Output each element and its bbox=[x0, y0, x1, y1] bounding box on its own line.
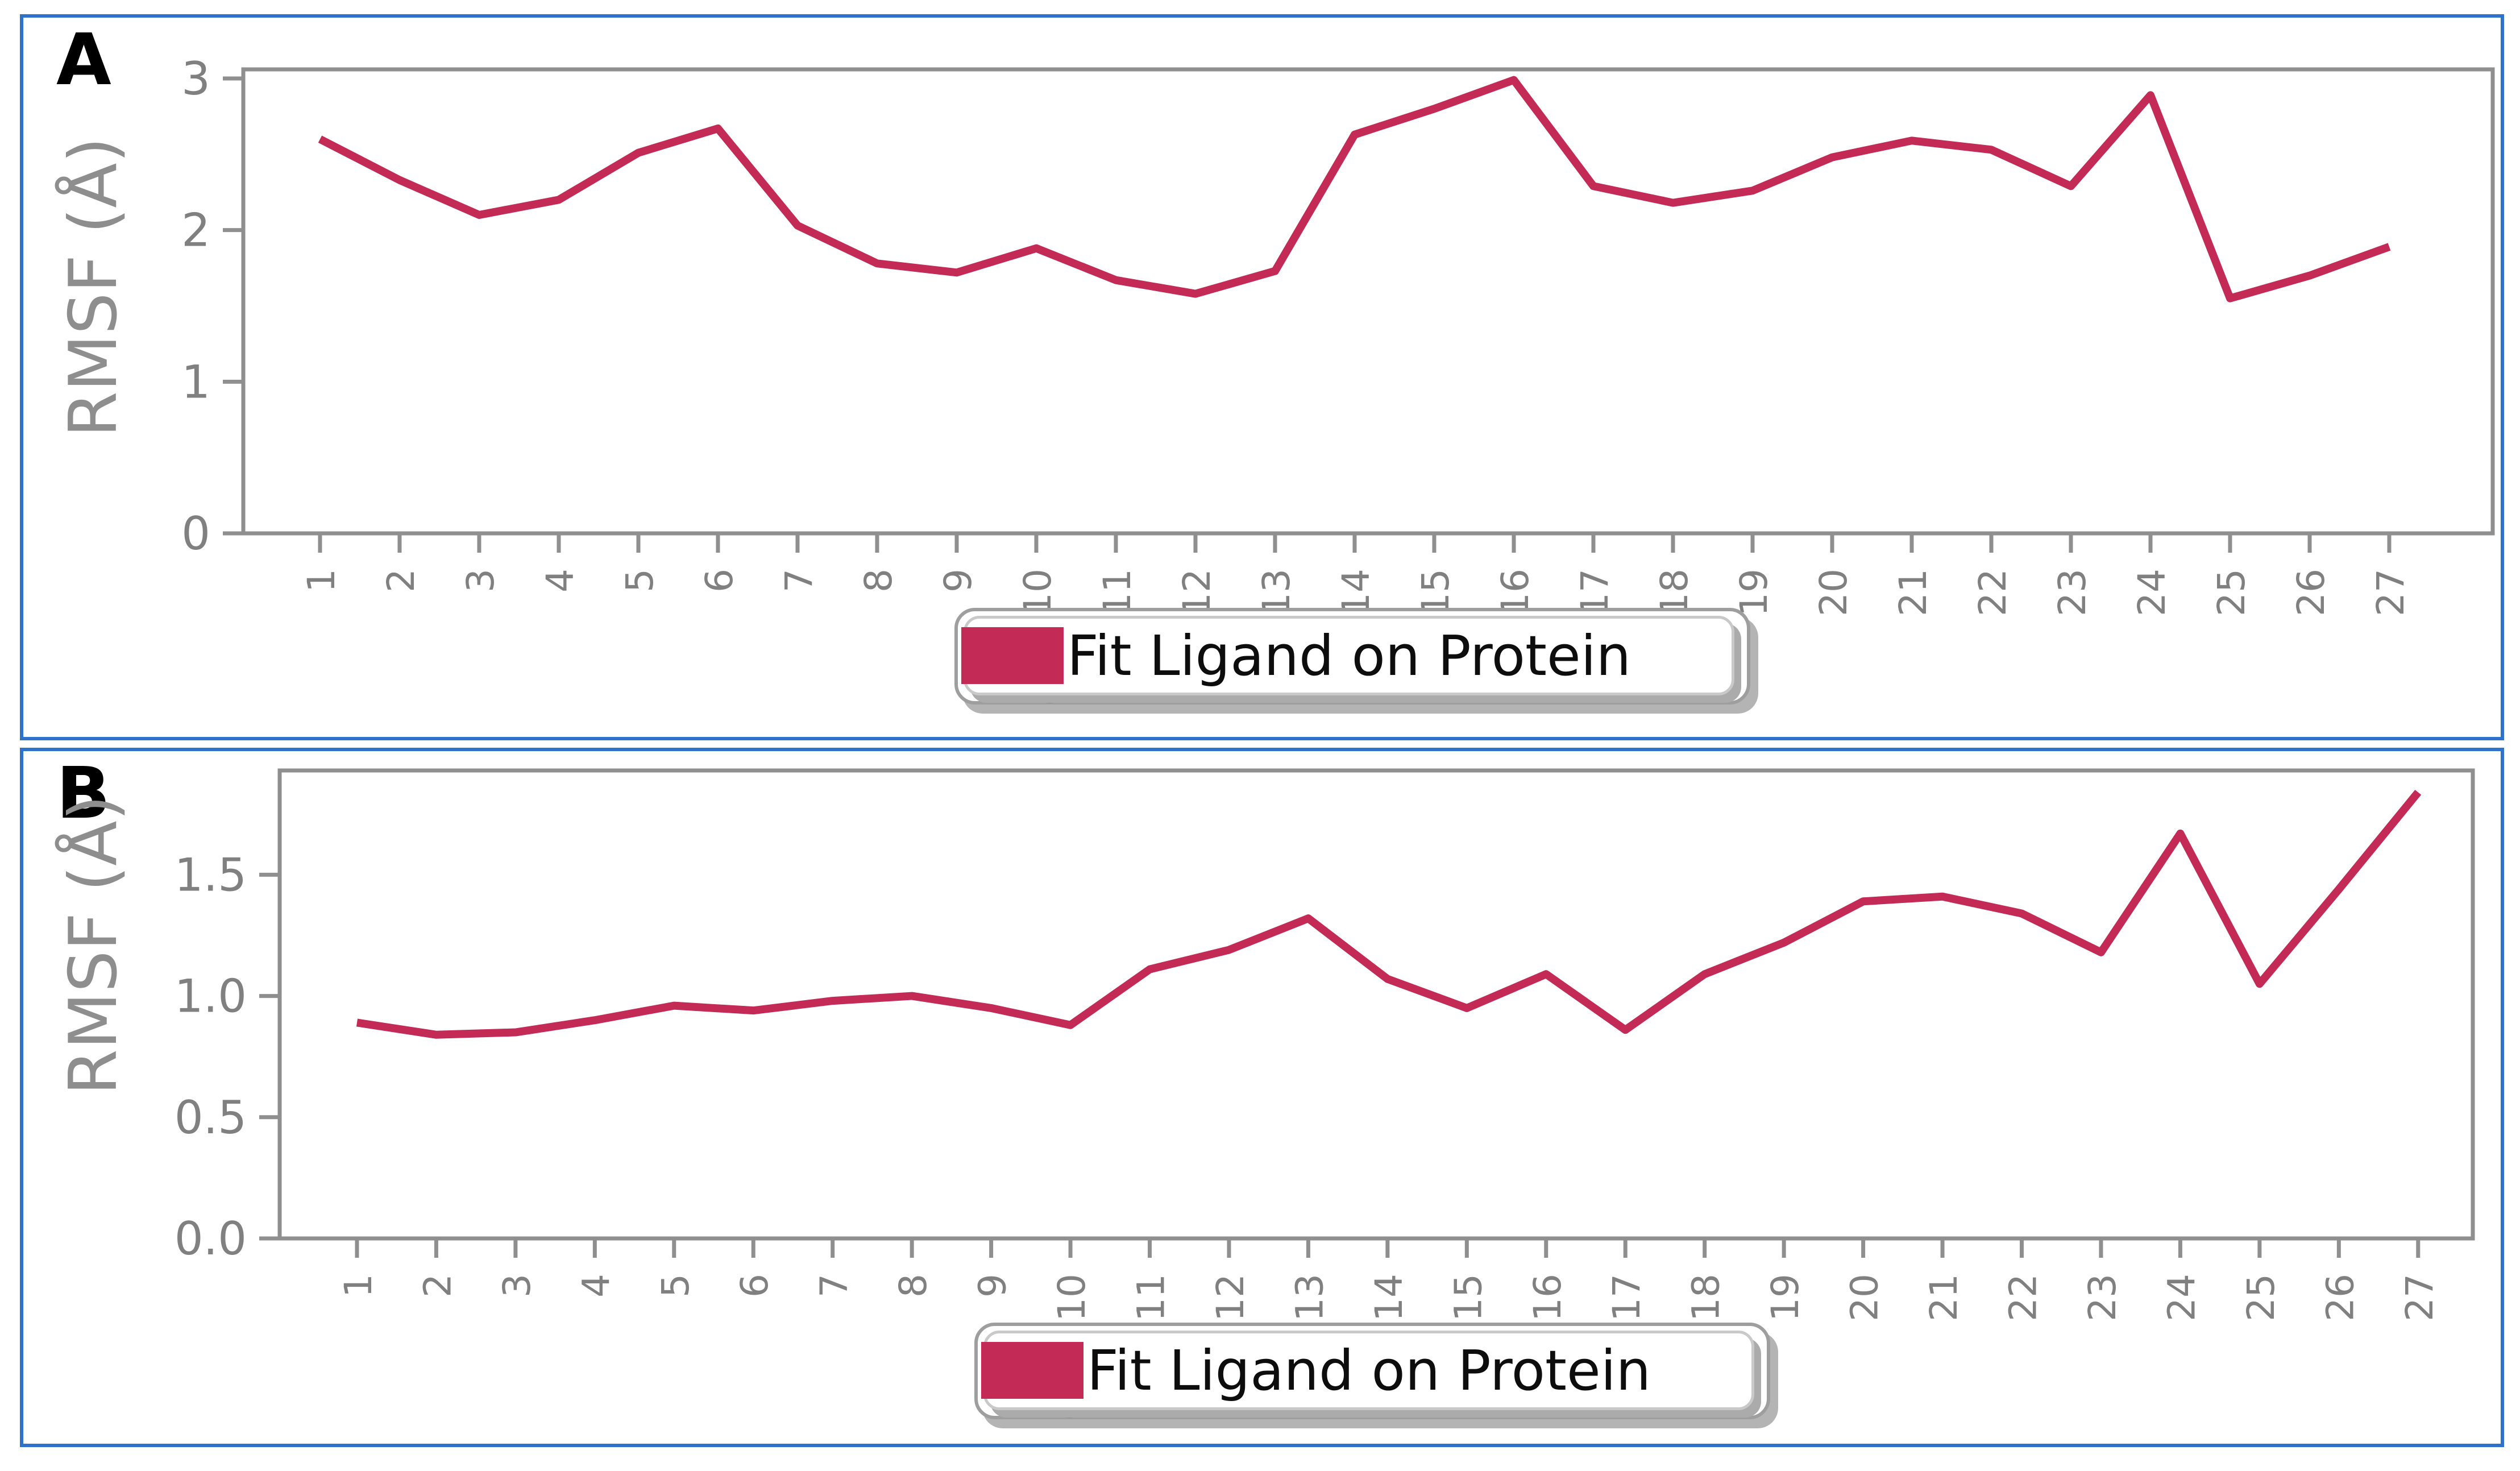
x-tick-label: 21 bbox=[1891, 569, 1935, 616]
x-tick-label: 24 bbox=[2130, 569, 2174, 616]
x-tick-label: 3 bbox=[495, 1274, 539, 1298]
legend-color-swatch bbox=[981, 1342, 1083, 1399]
x-tick-label: 8 bbox=[857, 569, 900, 592]
x-tick-label: 4 bbox=[538, 569, 582, 592]
y-tick-label: 0.0 bbox=[175, 1212, 247, 1265]
x-tick-label: 5 bbox=[654, 1274, 698, 1298]
x-tick-label: 17 bbox=[1605, 1274, 1649, 1321]
x-tick-label: 1 bbox=[300, 569, 343, 592]
legend-box: Fit Ligand on Protein bbox=[981, 1331, 1754, 1410]
x-tick-label: 5 bbox=[618, 569, 662, 592]
x-tick-label: 14 bbox=[1367, 1274, 1411, 1321]
x-tick-label: 27 bbox=[2398, 1274, 2442, 1321]
x-tick-label: 18 bbox=[1684, 1274, 1728, 1321]
x-tick-label: 1 bbox=[337, 1274, 380, 1298]
rmsf-series-line bbox=[356, 789, 2422, 1039]
legend-label: Fit Ligand on Protein bbox=[1067, 623, 1631, 688]
legend-box: Fit Ligand on Protein bbox=[961, 616, 1734, 695]
x-tick-label: 13 bbox=[1288, 1274, 1331, 1321]
panel-a: A RMSF (Å) 0 1 2 3 1 2 3 4 5 6 7 8 9 10 11 12 13 14 15 16 17… bbox=[20, 14, 2504, 740]
x-tick-label: 23 bbox=[2081, 1274, 2124, 1321]
x-tick-label: 26 bbox=[2318, 1274, 2362, 1321]
x-tick-label: 2 bbox=[416, 1274, 459, 1298]
x-tick-label: 21 bbox=[1922, 1274, 1966, 1321]
rmsf-series-line bbox=[318, 76, 2391, 303]
x-tick-label: 4 bbox=[574, 1274, 618, 1298]
x-tick-label: 6 bbox=[698, 569, 741, 592]
x-tick-label: 20 bbox=[1843, 1274, 1887, 1321]
panel-b-legend: Fit Ligand on Protein bbox=[974, 1323, 1770, 1419]
x-tick-label: 7 bbox=[812, 1274, 856, 1298]
panel-b: B RMSF (Å) 0.0 0.5 1.0 1.5 1 2 3 4 5 6 7 8 9 10 11 12 13… bbox=[20, 748, 2504, 1447]
y-tick-label: 2 bbox=[181, 204, 210, 257]
x-tick-label: 26 bbox=[2289, 569, 2333, 616]
x-tick-label: 7 bbox=[777, 569, 821, 592]
x-tick-label: 11 bbox=[1130, 1274, 1173, 1321]
x-tick-label: 25 bbox=[2239, 1274, 2283, 1321]
x-tick-label: 9 bbox=[936, 569, 980, 592]
x-tick-label: 22 bbox=[1971, 569, 2015, 616]
x-tick-label: 9 bbox=[971, 1274, 1015, 1298]
panel-b-letter: B bbox=[56, 752, 111, 835]
y-tick-label: 1.0 bbox=[175, 970, 247, 1023]
x-tick-label: 20 bbox=[1812, 569, 1855, 616]
x-tick-label: 12 bbox=[1209, 1274, 1252, 1321]
y-tick-label: 3 bbox=[181, 52, 210, 105]
x-tick-label: 19 bbox=[1732, 569, 1776, 616]
x-tick-label: 22 bbox=[2002, 1274, 2045, 1321]
y-tick-label: 1.5 bbox=[175, 848, 247, 901]
x-tick-label: 25 bbox=[2210, 569, 2253, 616]
x-tick-label: 24 bbox=[2160, 1274, 2203, 1321]
panel-b-chart: 0.00.51.01.51 2 3 4 5 6 7 8 9 10 11 12 13 14 15 16 17 18 1… bbox=[175, 768, 2475, 1321]
x-tick-label: 8 bbox=[891, 1274, 935, 1298]
legend-color-swatch bbox=[961, 627, 1064, 684]
plot-frame bbox=[277, 768, 2475, 1241]
x-tick-label: 2 bbox=[379, 569, 423, 592]
x-tick-label: 6 bbox=[733, 1274, 777, 1298]
x-tick-label: 16 bbox=[1526, 1274, 1570, 1321]
panel-a-letter: A bbox=[56, 19, 111, 101]
panel-a-legend: Fit Ligand on Protein bbox=[954, 608, 1750, 705]
y-tick-label: 0.5 bbox=[175, 1091, 247, 1144]
plot-frame bbox=[241, 67, 2495, 536]
y-tick-label: 1 bbox=[181, 355, 210, 408]
x-tick-label: 27 bbox=[2369, 569, 2413, 616]
x-tick-label: 10 bbox=[1050, 1274, 1094, 1321]
y-tick-label: 0 bbox=[181, 507, 210, 560]
x-tick-label: 19 bbox=[1763, 1274, 1807, 1321]
x-tick-label: 15 bbox=[1446, 1274, 1490, 1321]
legend-label: Fit Ligand on Protein bbox=[1087, 1338, 1651, 1403]
x-tick-label: 23 bbox=[2050, 569, 2094, 616]
x-tick-label: 3 bbox=[459, 569, 503, 592]
